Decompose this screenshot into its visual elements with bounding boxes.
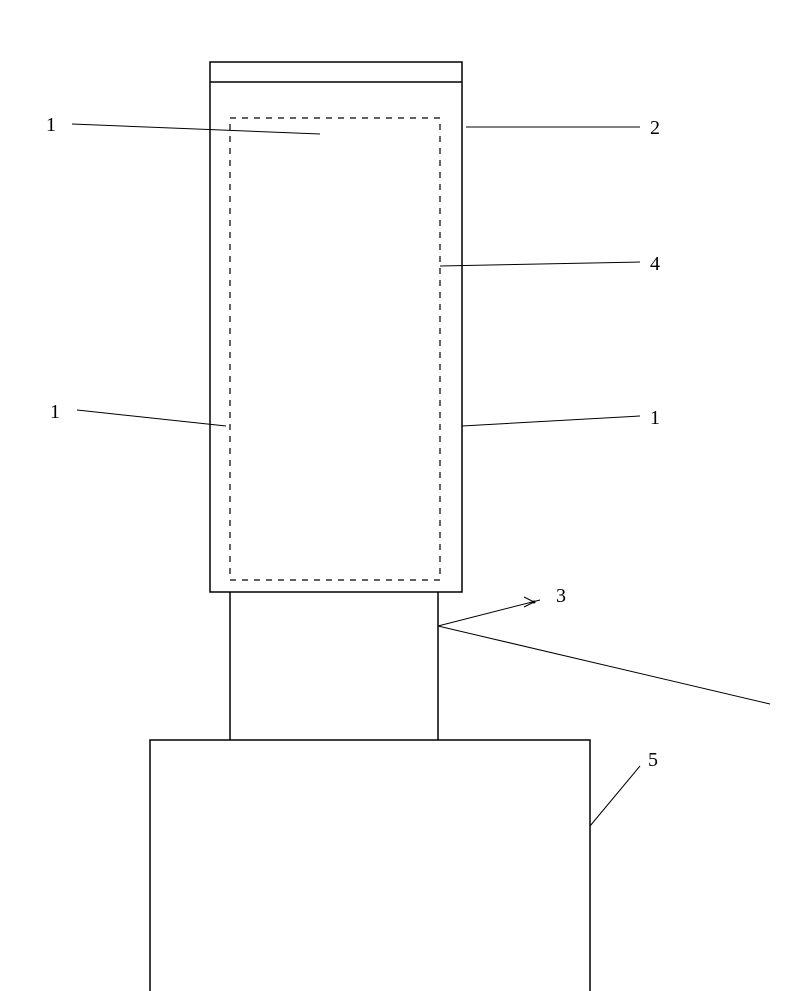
technical-diagram: 1 2 4 1 1 3 5 bbox=[0, 0, 800, 991]
leader-line bbox=[438, 626, 770, 704]
leader-line bbox=[440, 262, 640, 266]
shapes-layer bbox=[150, 62, 590, 991]
callout-label: 1 bbox=[50, 401, 60, 423]
leader-line bbox=[72, 124, 320, 134]
leader-line bbox=[77, 410, 226, 426]
leader-line bbox=[438, 600, 540, 626]
callout-label: 1 bbox=[46, 114, 56, 136]
callout-label: 3 bbox=[556, 585, 566, 607]
leaders-layer: 1 2 4 1 1 3 5 bbox=[46, 114, 770, 826]
outer-casing bbox=[210, 62, 462, 592]
callout-label: 4 bbox=[650, 253, 660, 275]
callout-label: 2 bbox=[650, 117, 660, 139]
base-box bbox=[150, 740, 590, 991]
leader-line bbox=[590, 766, 640, 826]
callout-label: 1 bbox=[650, 407, 660, 429]
inner-dashed-region bbox=[230, 118, 440, 580]
arrow-tip-dot bbox=[533, 601, 536, 604]
callout-label: 5 bbox=[648, 749, 658, 771]
leader-line bbox=[462, 416, 640, 426]
